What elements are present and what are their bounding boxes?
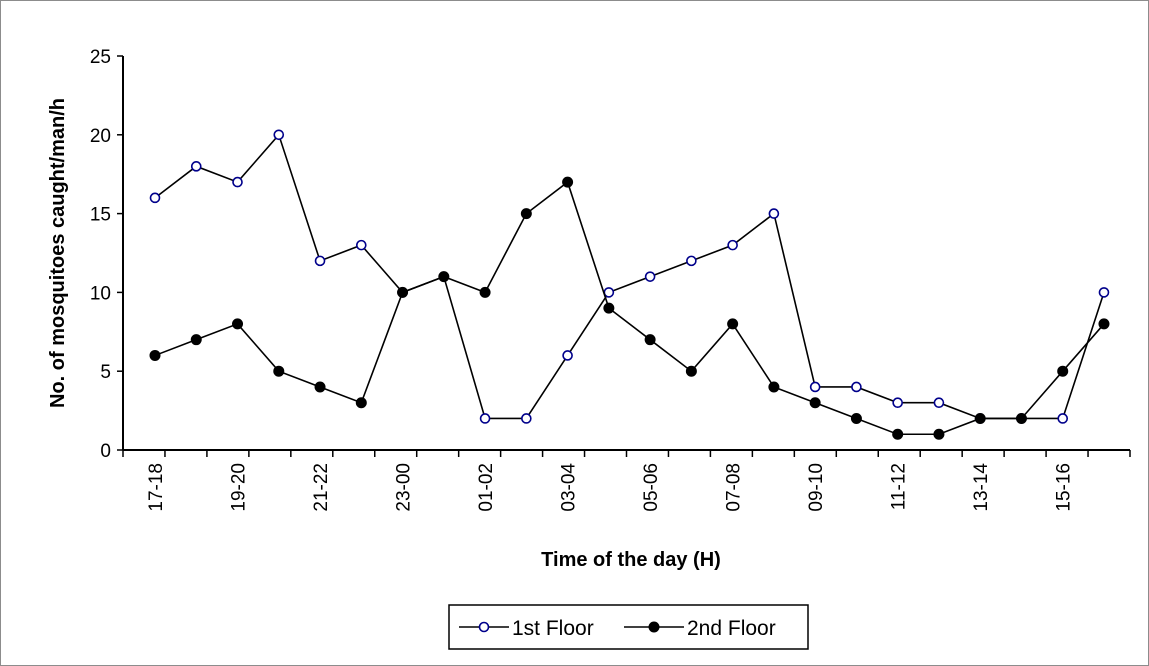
x-tick-label: 13-14 (971, 463, 992, 512)
data-point (809, 397, 821, 409)
legend-marker (648, 621, 660, 633)
data-point (562, 176, 574, 188)
series-line (154, 133, 1105, 420)
series-layer (149, 129, 1110, 440)
x-tick-label: 21-22 (311, 463, 332, 512)
data-point (974, 412, 986, 424)
data-point (892, 397, 903, 409)
legend-item: 1st Floor (459, 617, 594, 640)
x-tick-label: 15-16 (1054, 463, 1075, 512)
data-point (190, 334, 202, 346)
legend: 1st Floor 2nd Floor (448, 604, 809, 650)
x-axis-title: Time of the day (H) (541, 549, 721, 571)
y-axis-title: No. of mosquitoes caught/man/h (47, 98, 69, 408)
data-point (149, 192, 161, 204)
data-point (768, 208, 780, 219)
data-point (1098, 287, 1110, 298)
y-tick-label: 25 (90, 47, 111, 68)
series-2 (149, 176, 1110, 440)
data-point (686, 255, 697, 267)
y-tick-label: 20 (90, 126, 111, 147)
data-point (644, 334, 656, 346)
series-1 (149, 129, 1110, 424)
data-point (273, 365, 285, 377)
y-tick-label: 10 (90, 283, 111, 304)
data-point (397, 286, 409, 298)
data-point (521, 413, 532, 424)
data-point (727, 239, 738, 251)
data-point (768, 381, 780, 393)
legend-label: 1st Floor (512, 617, 594, 640)
y-tick-label: 0 (100, 441, 111, 462)
data-point (603, 302, 615, 314)
data-point (438, 271, 450, 283)
x-tick-label: 07-08 (724, 463, 745, 512)
x-tick-label: 19-20 (229, 463, 250, 512)
y-tick-label: 15 (90, 205, 111, 226)
data-point (1057, 365, 1069, 377)
x-tick-label: 23-00 (394, 463, 415, 512)
data-point (933, 428, 945, 440)
legend-item: 2nd Floor (624, 617, 776, 640)
y-tick-label: 5 (100, 362, 111, 383)
data-point (685, 365, 697, 377)
data-point (314, 381, 326, 393)
data-point (892, 428, 904, 440)
x-tick-label: 09-10 (806, 463, 827, 512)
legend-marker (478, 621, 490, 633)
data-point (520, 208, 532, 220)
x-axis: 17-18 19-20 21-22 23-00 01-02 03-04 05-06 07-08… (122, 449, 1131, 512)
x-tick-label: 01-02 (476, 463, 497, 512)
data-point (727, 318, 739, 330)
data-point (933, 397, 945, 409)
legend-label: 2nd Floor (687, 617, 776, 640)
data-point (314, 255, 326, 267)
data-point (232, 176, 243, 188)
x-tick-label: 05-06 (641, 463, 662, 512)
data-point (1015, 412, 1027, 424)
data-point (562, 350, 573, 361)
data-point (1057, 413, 1069, 424)
data-point (232, 318, 244, 330)
data-point (1098, 318, 1110, 330)
data-point (603, 287, 615, 298)
x-tick-label: 17-18 (146, 463, 167, 512)
y-axis: 0 5 10 15 20 25 (90, 47, 124, 462)
data-point (479, 413, 491, 424)
data-point (850, 412, 862, 424)
data-point (273, 129, 285, 141)
data-point (851, 381, 862, 393)
data-point (809, 381, 821, 393)
x-tick-label: 03-04 (559, 463, 580, 512)
data-point (149, 349, 161, 361)
series-line (154, 180, 1105, 436)
data-point (355, 239, 367, 251)
data-point (644, 271, 656, 282)
x-tick-label: 11-12 (889, 463, 910, 510)
data-point (479, 286, 491, 298)
data-point (190, 161, 202, 172)
data-point (355, 397, 367, 409)
